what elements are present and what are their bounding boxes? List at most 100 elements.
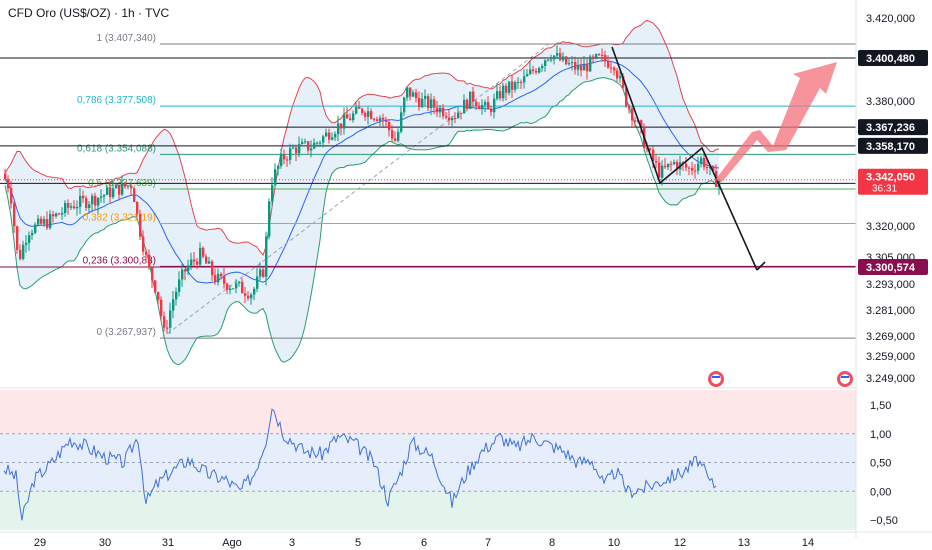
candle-body: [64, 203, 67, 214]
candle-body: [13, 203, 16, 227]
candle-body: [664, 165, 667, 168]
candle-body: [385, 119, 388, 122]
time-axis-tick: 29: [34, 537, 46, 549]
us-flag-icon-inner: [840, 374, 850, 384]
candle-body: [286, 159, 289, 161]
candle-body: [154, 280, 157, 293]
candle-body: [622, 76, 625, 88]
candle-body: [463, 99, 466, 114]
candle-body: [373, 118, 376, 120]
bollinger-middle-line: [4, 60, 720, 284]
time-axis-tick: 13: [738, 537, 750, 549]
candle-body: [28, 235, 31, 243]
candle-body: [73, 206, 76, 209]
candle-body: [241, 281, 244, 294]
candle-body: [184, 269, 187, 272]
candle-body: [559, 53, 562, 61]
candle-body: [511, 81, 514, 90]
candle-body: [610, 67, 613, 69]
candle-body: [697, 163, 700, 171]
candle-body: [466, 99, 469, 109]
candle-body: [613, 67, 616, 71]
candle-body: [151, 267, 154, 281]
candle-body: [508, 81, 511, 93]
candle-body: [238, 281, 241, 284]
candle-body: [40, 218, 43, 224]
candle-body: [223, 276, 226, 284]
candle-body: [430, 99, 433, 108]
candle-body: [487, 102, 490, 109]
chart-title: CFD Oro (US$/OZ) · 1h · TVC: [8, 6, 170, 20]
price-axis-tick: 3.269,000: [866, 331, 915, 343]
candle-body: [58, 213, 61, 215]
candle-body: [517, 81, 520, 83]
candle-body: [361, 108, 364, 113]
candle-body: [703, 157, 706, 168]
candle-body: [499, 91, 502, 99]
candle-body: [322, 136, 325, 143]
candle-body: [553, 55, 556, 60]
candle-body: [49, 214, 52, 228]
candle-body: [631, 108, 634, 121]
candle-body: [628, 106, 631, 109]
price-axis-tick: 3.293,000: [866, 279, 915, 291]
projection-up-arrow: [715, 62, 837, 182]
price-axis-tick: 3.320,000: [866, 221, 915, 233]
time-axis-tick: 7: [485, 537, 491, 549]
candle-body: [199, 247, 202, 265]
candle-body: [109, 187, 112, 198]
candle-body: [403, 97, 406, 113]
level-price-tag-text: 3.300,574: [866, 262, 916, 274]
level-price-tag-text: 3.400,480: [866, 53, 915, 65]
candle-body: [529, 69, 532, 75]
candle-body: [145, 251, 148, 255]
candle-body: [598, 54, 601, 56]
candle-body: [127, 185, 130, 187]
candle-body: [130, 185, 133, 189]
candle-body: [469, 91, 472, 109]
bollinger-lower-line: [4, 77, 720, 366]
osc-axis-tick: −0,50: [870, 515, 898, 527]
candle-body: [271, 184, 274, 202]
candle-body: [304, 141, 307, 143]
candle-body: [307, 141, 310, 151]
candle-body: [112, 188, 115, 198]
candle-body: [433, 99, 436, 108]
candle-body: [589, 56, 592, 72]
candle-body: [592, 56, 595, 58]
candle-body: [70, 206, 73, 208]
candle-body: [100, 196, 103, 198]
candle-body: [256, 276, 259, 289]
candle-body: [175, 291, 178, 300]
candle-body: [91, 195, 94, 205]
candle-body: [640, 120, 643, 127]
candle-body: [493, 98, 496, 113]
candle-body: [655, 161, 658, 163]
candle-body: [535, 71, 538, 73]
time-axis-tick: 30: [99, 537, 111, 549]
candle-body: [568, 63, 571, 65]
candle-body: [235, 283, 238, 289]
osc-oversold-zone: [0, 491, 856, 530]
candle-body: [538, 68, 541, 73]
candle-body: [172, 299, 175, 311]
candle-body: [292, 147, 295, 149]
candle-body: [331, 137, 334, 140]
candle-body: [46, 219, 49, 228]
candle-body: [565, 56, 568, 65]
osc-axis-tick: 1,00: [870, 429, 891, 441]
candle-body: [352, 113, 355, 121]
candle-body: [409, 87, 412, 97]
candle-body: [313, 142, 316, 149]
candle-body: [496, 91, 499, 99]
candle-body: [556, 53, 559, 56]
level-price-tag-text: 3.358,170: [866, 141, 915, 153]
candle-body: [163, 316, 166, 328]
candle-body: [481, 104, 484, 110]
osc-axis-tick: 0,00: [870, 486, 891, 498]
candle-body: [298, 143, 301, 154]
fib-level-label: 0,786 (3.377,508): [77, 95, 156, 106]
candle-body: [364, 112, 367, 117]
candle-body: [685, 163, 688, 168]
